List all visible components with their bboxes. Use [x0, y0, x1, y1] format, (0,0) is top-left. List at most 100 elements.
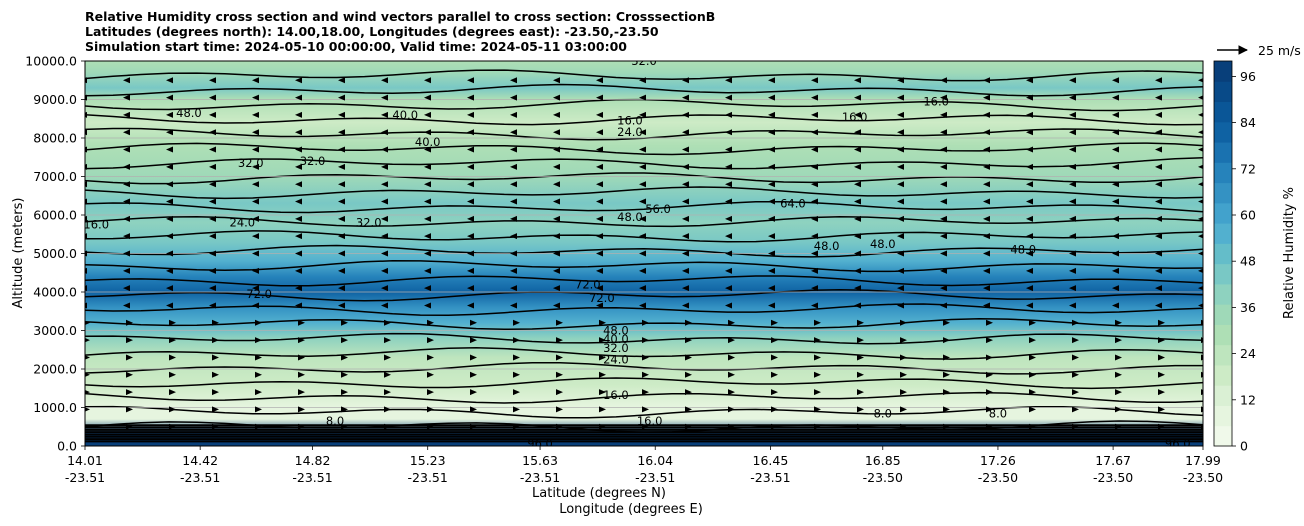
rh-contour-line [85, 215, 1203, 228]
wind-vector [1026, 198, 1033, 205]
wind-vector [1112, 111, 1119, 118]
wind-vector [123, 233, 130, 240]
wind-vector [1155, 77, 1162, 84]
wind-vector [1198, 95, 1203, 100]
chart-title-line-1: Relative Humidity cross section and wind… [85, 9, 716, 24]
wind-vector [639, 198, 646, 205]
wind-vector [725, 198, 732, 205]
x-tick-label-latitude: 17.99 [1185, 453, 1221, 468]
x-tick-label-longitude: -23.51 [520, 470, 560, 485]
wind-vector [126, 423, 133, 430]
wind-vector [768, 233, 775, 240]
colorbar-step [1214, 223, 1232, 244]
wind-vector [768, 94, 775, 101]
wind-vector [123, 250, 130, 257]
wind-vector [1069, 77, 1076, 84]
wind-vector [1155, 233, 1162, 240]
wind-vector [1198, 147, 1203, 152]
wind-vector [510, 198, 517, 205]
wind-vector [725, 285, 732, 292]
wind-vector [467, 302, 474, 309]
wind-vector [553, 181, 560, 188]
wind-vector [1112, 146, 1119, 153]
wind-vector [1069, 250, 1076, 257]
wind-vector [1155, 267, 1162, 274]
wind-vector [940, 111, 947, 118]
wind-vector [169, 389, 176, 396]
wind-vector [1026, 285, 1033, 292]
wind-vector [85, 146, 87, 153]
contour-label: 48.0 [870, 237, 896, 251]
contour-label: 16.0 [923, 94, 949, 108]
wind-vector [470, 319, 477, 326]
wind-vector [897, 250, 904, 257]
wind-vector [85, 198, 87, 205]
wind-vector [596, 198, 603, 205]
wind-vector [897, 267, 904, 274]
wind-vector [1029, 406, 1036, 413]
rh-contour-line [85, 377, 1203, 390]
wind-vector [940, 250, 947, 257]
wind-vector [295, 233, 302, 240]
wind-vector [126, 319, 133, 326]
wind-vector [252, 129, 259, 136]
wind-vector [556, 406, 563, 413]
wind-vector [381, 302, 388, 309]
wind-vector [424, 181, 431, 188]
wind-vector [814, 423, 821, 430]
colorbar-step [1214, 142, 1232, 163]
wind-vector [1072, 319, 1079, 326]
wind-vector [943, 354, 950, 361]
wind-vector [295, 215, 302, 222]
wind-vector [513, 423, 520, 430]
wind-vector [427, 354, 434, 361]
wind-vector [983, 181, 990, 188]
wind-vector [381, 129, 388, 136]
wind-vector [943, 371, 950, 378]
x-tick-label-longitude: -23.51 [635, 470, 675, 485]
wind-vector [768, 146, 775, 153]
wind-vector [123, 267, 130, 274]
wind-vector [642, 371, 649, 378]
wind-vector [814, 319, 821, 326]
wind-vector [1198, 251, 1203, 256]
contour-label: 16.0 [83, 218, 109, 232]
wind-vector [252, 94, 259, 101]
wind-vector [897, 233, 904, 240]
wind-vector [553, 302, 560, 309]
wind-vector [1029, 354, 1036, 361]
wind-vector [209, 94, 216, 101]
wind-vector [209, 181, 216, 188]
wind-vector [510, 181, 517, 188]
wind-vector [1155, 181, 1162, 188]
x-tick-label-latitude: 16.04 [637, 453, 673, 468]
wind-vector [639, 77, 646, 84]
wind-vector [1072, 423, 1079, 430]
wind-vector [298, 389, 305, 396]
x-tick-label-longitude: -23.51 [180, 470, 220, 485]
wind-vector [725, 94, 732, 101]
wind-vector [510, 267, 517, 274]
x-tick-label-latitude: 15.63 [522, 453, 558, 468]
wind-vector [556, 319, 563, 326]
wind-vector [510, 302, 517, 309]
wind-vector [381, 233, 388, 240]
wind-vector [897, 111, 904, 118]
wind-vector [983, 163, 990, 170]
wind-vector [381, 163, 388, 170]
colorbar-tick-label: 96 [1240, 69, 1256, 84]
wind-vector [599, 319, 606, 326]
wind-vector [1198, 130, 1203, 135]
wind-vector [553, 111, 560, 118]
wind-vector [1115, 371, 1122, 378]
wind-vector [1112, 215, 1119, 222]
wind-vector [682, 302, 689, 309]
wind-vector [209, 215, 216, 222]
wind-vector [123, 181, 130, 188]
wind-vector [642, 337, 649, 344]
colorbar-tick-label: 12 [1240, 392, 1256, 407]
wind-vector [1069, 111, 1076, 118]
contour-label: 72.0 [589, 291, 615, 305]
wind-vector [384, 389, 391, 396]
wind-vector [857, 406, 864, 413]
